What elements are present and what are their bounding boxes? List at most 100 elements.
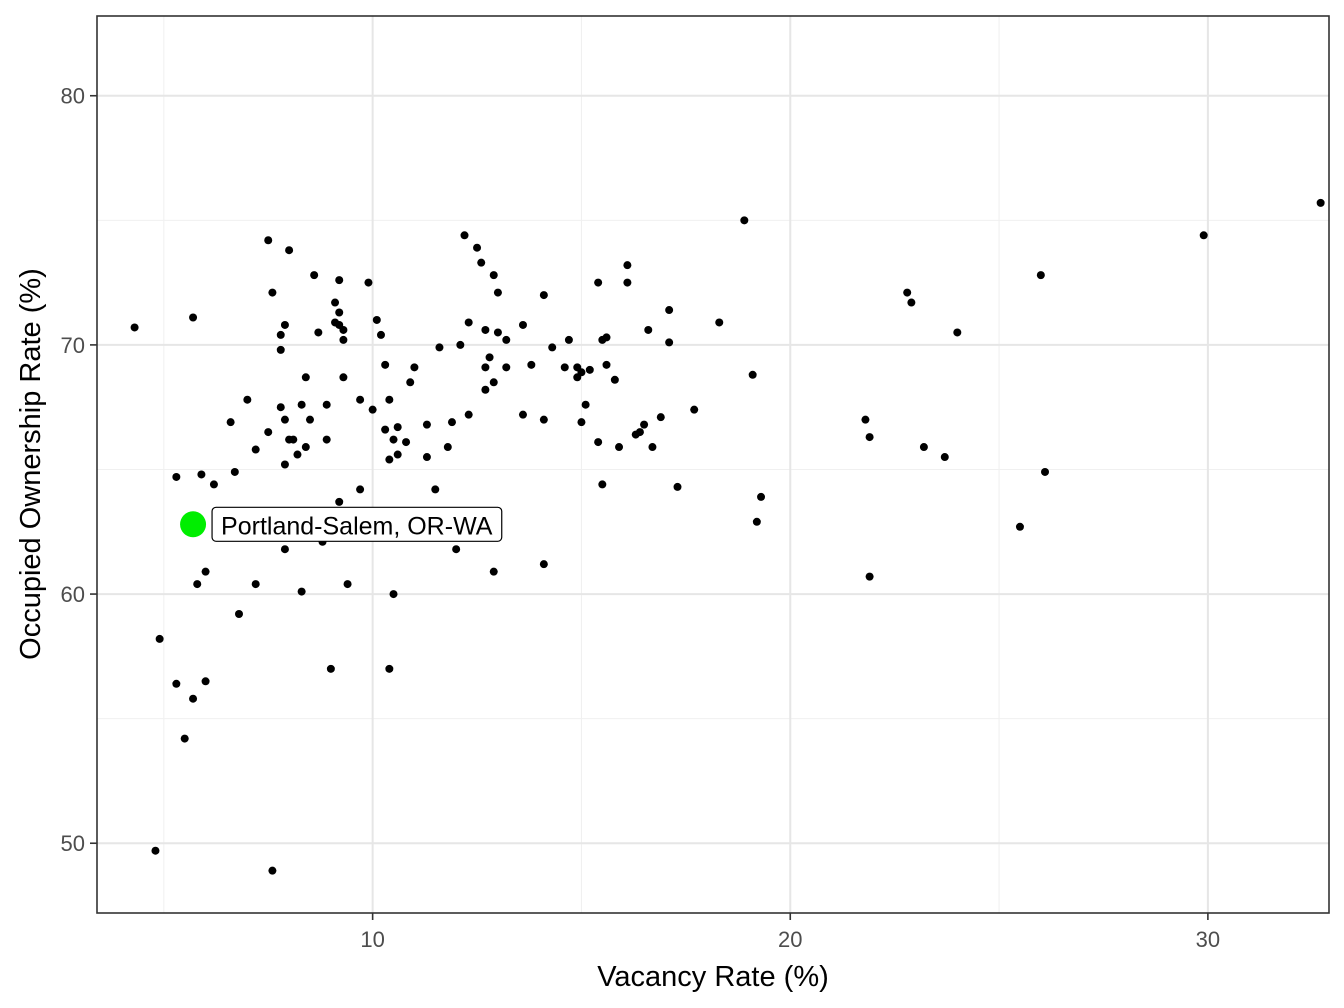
data-point xyxy=(209,480,218,489)
data-point xyxy=(130,323,139,332)
data-point xyxy=(527,360,536,369)
data-point xyxy=(665,338,674,347)
data-point xyxy=(865,433,874,442)
data-point xyxy=(594,278,603,287)
data-point xyxy=(297,400,306,409)
x-axis-title: Vacancy Rate (%) xyxy=(597,961,829,993)
data-point xyxy=(907,298,916,307)
data-point xyxy=(665,306,674,315)
data-point xyxy=(322,400,331,409)
y-tick-label: 70 xyxy=(61,333,85,358)
data-point xyxy=(226,418,235,427)
data-point xyxy=(276,403,285,412)
data-point xyxy=(335,276,344,285)
data-point xyxy=(197,470,206,479)
data-point xyxy=(740,216,749,225)
data-point xyxy=(234,610,243,618)
data-point xyxy=(577,368,586,377)
data-point xyxy=(280,545,289,554)
x-tick-label: 30 xyxy=(1196,927,1220,952)
data-point xyxy=(201,677,210,686)
data-point xyxy=(464,410,473,419)
y-axis-ticks: 50 60 70 80 xyxy=(61,84,97,856)
data-point xyxy=(280,460,289,469)
data-point xyxy=(518,410,527,419)
data-point xyxy=(343,580,352,589)
data-point xyxy=(335,497,344,506)
data-point xyxy=(385,455,394,464)
data-point xyxy=(460,231,469,240)
data-point xyxy=(644,325,653,334)
data-point xyxy=(172,679,181,688)
data-point xyxy=(193,580,202,589)
data-point xyxy=(422,453,431,462)
data-point xyxy=(322,435,331,444)
data-point xyxy=(264,236,273,245)
data-point xyxy=(518,320,527,329)
data-point xyxy=(481,385,490,394)
data-point xyxy=(443,443,452,452)
data-point xyxy=(577,418,586,427)
data-point xyxy=(280,320,289,329)
data-point xyxy=(502,335,511,344)
data-point xyxy=(251,580,260,589)
highlight-point xyxy=(180,511,207,538)
data-point xyxy=(456,340,465,349)
data-point xyxy=(381,360,390,369)
data-point xyxy=(276,345,285,354)
data-point xyxy=(598,480,607,489)
data-point xyxy=(919,443,928,452)
data-point xyxy=(393,423,402,432)
data-point xyxy=(276,330,285,339)
data-point xyxy=(748,370,757,379)
data-point xyxy=(1015,522,1024,531)
data-point xyxy=(690,405,699,414)
data-point xyxy=(402,438,411,447)
data-point xyxy=(339,335,348,344)
data-point xyxy=(230,467,239,476)
data-point xyxy=(489,378,498,387)
data-point xyxy=(481,325,490,334)
data-point xyxy=(493,288,502,297)
data-point xyxy=(201,567,210,576)
data-point xyxy=(339,373,348,382)
data-point xyxy=(305,415,314,424)
data-point xyxy=(623,278,632,287)
data-point xyxy=(602,333,611,342)
data-point xyxy=(473,243,482,252)
y-tick-label: 80 xyxy=(61,84,85,109)
data-point xyxy=(189,313,198,322)
data-point xyxy=(539,415,548,424)
data-point xyxy=(640,420,649,429)
data-point xyxy=(268,288,277,297)
data-point xyxy=(285,246,294,255)
data-point xyxy=(381,425,390,434)
major-gridlines xyxy=(97,16,1329,913)
data-point xyxy=(385,664,394,673)
data-point xyxy=(548,343,557,352)
data-point xyxy=(564,335,573,344)
data-point xyxy=(477,258,486,267)
highlight-group: Portland-Salem, OR-WA xyxy=(180,506,503,542)
data-point xyxy=(610,375,619,384)
data-point xyxy=(310,271,319,280)
data-point xyxy=(953,328,962,337)
data-point xyxy=(385,395,394,404)
data-point xyxy=(331,298,340,307)
data-point xyxy=(602,360,611,369)
data-point xyxy=(452,545,461,554)
data-point xyxy=(560,363,569,372)
data-point xyxy=(326,664,335,673)
data-point xyxy=(656,413,665,422)
data-point xyxy=(389,590,398,599)
data-point xyxy=(393,450,402,459)
data-point xyxy=(335,308,344,317)
x-tick-label: 20 xyxy=(778,927,802,952)
minor-gridlines xyxy=(97,16,1329,913)
x-tick-label: 10 xyxy=(360,927,384,952)
data-point xyxy=(280,415,289,424)
data-point xyxy=(485,353,494,362)
data-point xyxy=(1041,467,1050,476)
data-point xyxy=(489,567,498,576)
data-point xyxy=(372,315,381,324)
